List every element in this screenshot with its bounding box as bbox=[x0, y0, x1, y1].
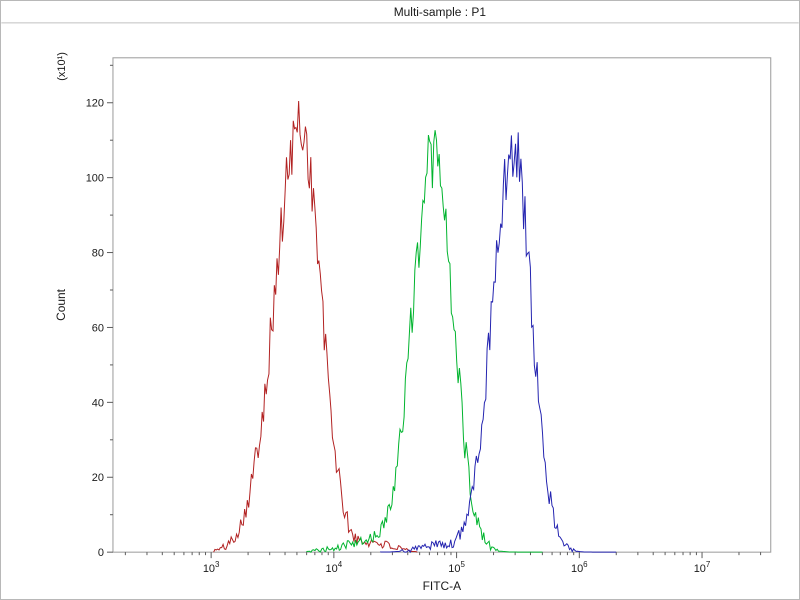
y-tick-label: 80 bbox=[92, 248, 104, 260]
red-sample-curve bbox=[213, 101, 418, 553]
series-curves bbox=[213, 101, 617, 554]
blue-sample-curve bbox=[379, 132, 617, 554]
x-axis-label: FITC-A bbox=[423, 579, 462, 593]
x-tick-label: 105 bbox=[448, 560, 465, 575]
green-sample-curve bbox=[306, 130, 543, 553]
x-tick-label: 103 bbox=[203, 560, 220, 575]
x-tick-label: 106 bbox=[571, 560, 588, 575]
axis-ticks: 103 104 105 106 107 0 20 40 60 80 100 120 bbox=[86, 64, 762, 575]
x-tick-label: 107 bbox=[694, 560, 711, 575]
x-tick-label: 104 bbox=[326, 560, 343, 575]
y-tick-label: 0 bbox=[98, 547, 104, 559]
y-axis-multiplier: (x10¹) bbox=[56, 52, 68, 81]
plot-frame bbox=[112, 57, 772, 553]
y-tick-label: 100 bbox=[86, 173, 104, 185]
y-tick-label: 120 bbox=[86, 98, 104, 110]
y-tick-label: 60 bbox=[92, 322, 104, 334]
y-axis-label: Count bbox=[54, 288, 68, 321]
y-tick-label: 20 bbox=[92, 472, 104, 484]
y-tick-label: 40 bbox=[92, 397, 104, 409]
chart-title: Multi-sample : P1 bbox=[394, 5, 487, 19]
